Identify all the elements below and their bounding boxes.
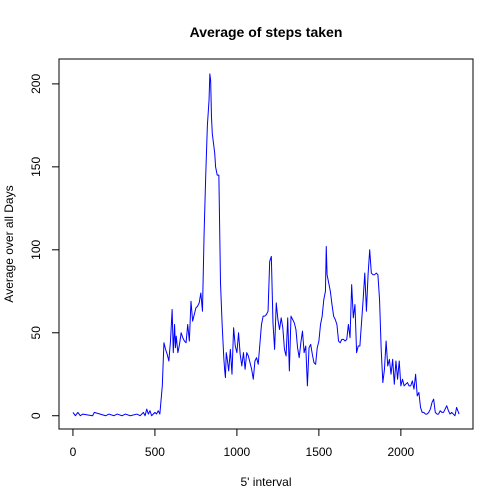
x-tick-label: 1000 (224, 445, 251, 459)
y-axis-label: Average over all Days (2, 185, 16, 302)
x-axis-label: 5' interval (241, 475, 292, 489)
y-tick-label: 200 (29, 74, 43, 94)
chart-title: Average of steps taken (190, 24, 343, 40)
x-tick-label: 1500 (306, 445, 333, 459)
y-axis: 0 50 100 150 200 (29, 74, 60, 419)
x-tick-label: 0 (70, 445, 77, 459)
plot-frame (58, 58, 474, 430)
y-tick-label: 150 (29, 157, 43, 177)
x-axis: 0 500 1000 1500 2000 (70, 428, 415, 459)
y-tick-label: 0 (29, 412, 43, 419)
x-tick-label: 2000 (388, 445, 415, 459)
y-tick-label: 50 (29, 326, 43, 340)
series-layer (72, 73, 460, 417)
y-tick-label: 100 (29, 239, 43, 259)
series-line (72, 73, 460, 417)
x-tick-label: 500 (145, 445, 165, 459)
